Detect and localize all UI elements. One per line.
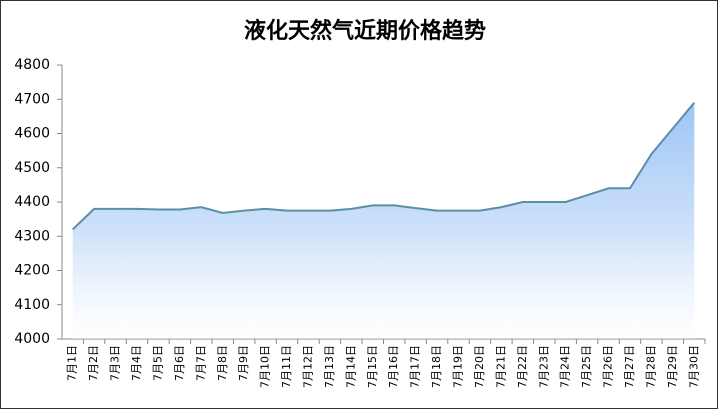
- x-tick-label: 7月1日: [66, 345, 79, 381]
- area: [72, 102, 695, 339]
- x-tick-label: 7月2日: [87, 345, 100, 381]
- x-tick-label: 7月26日: [602, 345, 615, 388]
- y-tick-label: 4100: [14, 297, 50, 313]
- x-tick-label: 7月16日: [387, 345, 400, 388]
- x-tick-label: 7月7日: [194, 345, 207, 381]
- x-tick-label: 7月22日: [516, 345, 529, 388]
- y-tick-label: 4800: [14, 57, 50, 73]
- x-tick-label: 7月24日: [559, 345, 572, 388]
- x-tick-label: 7月13日: [323, 345, 336, 388]
- x-tick-label: 7月10日: [259, 345, 272, 388]
- x-tick-label: 7月11日: [280, 345, 293, 388]
- y-tick-label: 4000: [14, 331, 50, 347]
- x-tick-label: 7月23日: [537, 345, 550, 388]
- y-tick-label: 4600: [14, 126, 50, 142]
- x-tick-label: 7月18日: [430, 345, 443, 388]
- x-tick-label: 7月17日: [409, 345, 422, 388]
- line: [72, 102, 696, 231]
- x-tick-label: 7月30日: [687, 345, 700, 388]
- x-tick-label: 7月15日: [366, 345, 379, 388]
- y-tick-label: 4300: [14, 228, 50, 244]
- x-tick-label: 7月29日: [666, 345, 679, 388]
- y-tick-label: 4500: [14, 160, 50, 176]
- x-tick-label: 7月4日: [130, 345, 143, 381]
- y-tick-label: 4400: [14, 194, 50, 210]
- x-tick-label: 7月9日: [237, 345, 250, 381]
- y-tick-label: 4200: [14, 263, 50, 279]
- x-tick-label: 7月8日: [216, 345, 229, 381]
- x-tick-label: 7月12日: [301, 345, 314, 388]
- x-tick-label: 7月6日: [173, 345, 186, 381]
- y-tick-label: 4700: [14, 91, 50, 107]
- x-tick-label: 7月25日: [580, 345, 593, 388]
- chart-title: 液化天然气近期价格趋势: [244, 18, 486, 44]
- x-tick-label: 7月14日: [344, 345, 357, 388]
- x-tick-label: 7月21日: [494, 345, 507, 388]
- x-tick-label: 7月3日: [109, 345, 122, 381]
- x-tick-label: 7月20日: [473, 345, 486, 388]
- x-tick-label: 7月5日: [151, 345, 164, 381]
- x-tick-label: 7月19日: [452, 345, 465, 388]
- x-tick-label: 7月27日: [623, 345, 636, 388]
- x-tick-label: 7月28日: [644, 345, 657, 388]
